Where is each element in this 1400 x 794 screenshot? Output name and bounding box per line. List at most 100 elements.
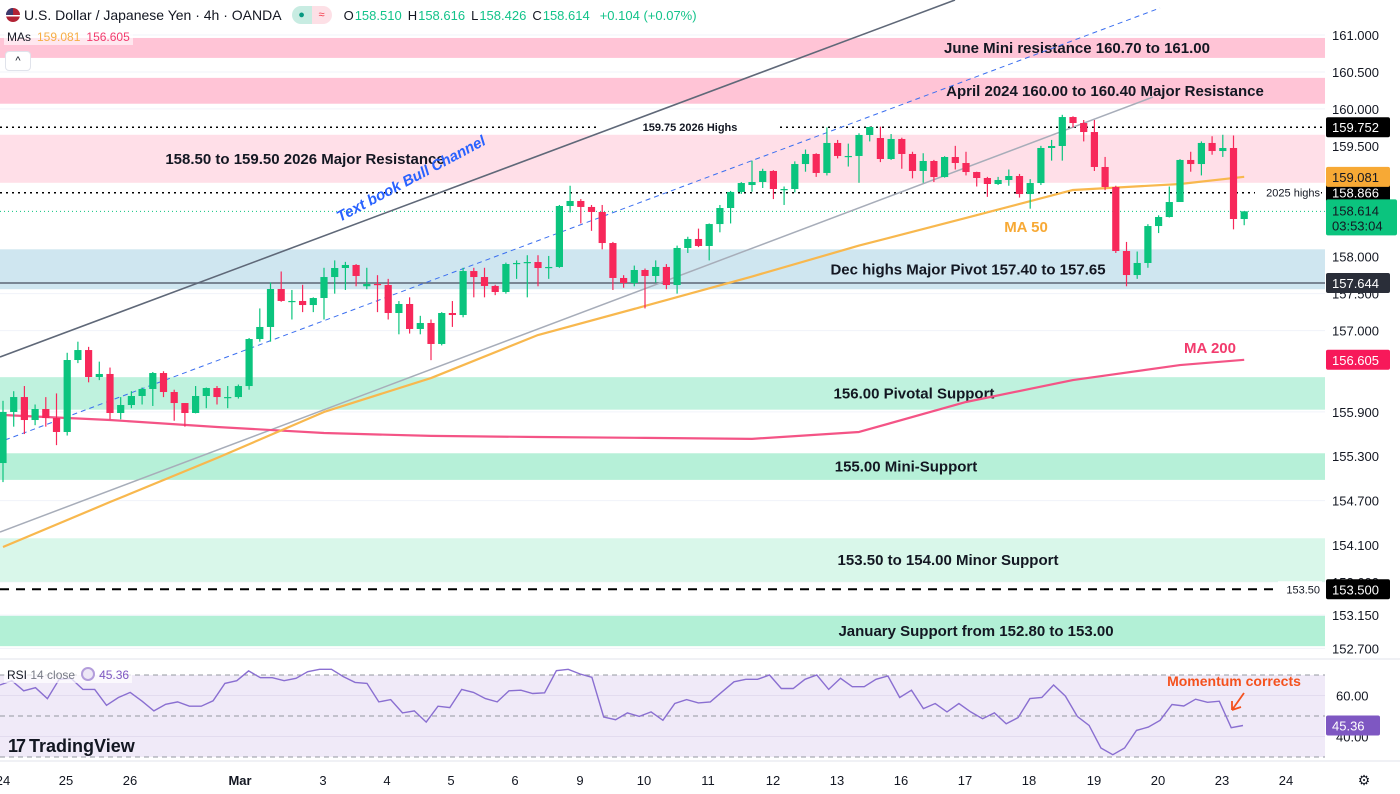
candle[interactable]: [791, 161, 799, 193]
candle[interactable]: [20, 386, 28, 435]
candle[interactable]: [74, 341, 82, 364]
candle[interactable]: [448, 301, 456, 327]
candle[interactable]: [266, 282, 275, 342]
candle[interactable]: [459, 267, 467, 318]
candle[interactable]: [609, 241, 617, 290]
candle[interactable]: [1015, 173, 1024, 198]
candle[interactable]: [1197, 141, 1205, 176]
channel-upper-line[interactable]: [0, 0, 956, 358]
candle[interactable]: [1090, 119, 1098, 171]
candle[interactable]: [534, 255, 542, 287]
candle[interactable]: [416, 315, 424, 335]
candle[interactable]: [887, 134, 895, 160]
candle[interactable]: [288, 289, 296, 320]
candle[interactable]: [1133, 251, 1141, 279]
candle[interactable]: [1026, 179, 1034, 209]
candle[interactable]: [341, 261, 349, 290]
candle[interactable]: [898, 137, 906, 169]
candle[interactable]: [598, 204, 606, 250]
candle[interactable]: [630, 265, 638, 287]
candle[interactable]: [202, 387, 210, 409]
candle[interactable]: [652, 260, 660, 283]
candle[interactable]: [245, 337, 253, 390]
candle[interactable]: [1176, 159, 1184, 203]
candle[interactable]: [256, 308, 264, 342]
candle[interactable]: [309, 297, 317, 313]
candle[interactable]: [555, 204, 563, 268]
candle[interactable]: [127, 391, 135, 409]
candle[interactable]: [331, 260, 339, 294]
candle[interactable]: [962, 151, 970, 176]
tradingview-logo[interactable]: 17 TradingView: [8, 736, 135, 757]
rsi-axis[interactable]: [1325, 660, 1400, 760]
candle[interactable]: [234, 384, 242, 399]
candle[interactable]: [1080, 119, 1088, 142]
candle[interactable]: [1048, 139, 1056, 161]
candle[interactable]: [1208, 136, 1216, 155]
candle[interactable]: [373, 275, 382, 313]
candle[interactable]: [801, 149, 810, 172]
candle[interactable]: [855, 133, 863, 183]
candle[interactable]: [908, 151, 917, 179]
rsi-line[interactable]: [0, 668, 1244, 756]
candle[interactable]: [684, 236, 692, 254]
candle[interactable]: [438, 312, 446, 346]
candle[interactable]: [0, 400, 7, 483]
candle[interactable]: [192, 386, 200, 414]
candle[interactable]: [994, 176, 1002, 186]
candle[interactable]: [502, 262, 510, 294]
candle[interactable]: [1037, 145, 1045, 186]
candle[interactable]: [395, 301, 403, 335]
channel-lower-line[interactable]: [0, 96, 1154, 533]
rsi-settings-icon[interactable]: [81, 667, 96, 681]
candle[interactable]: [1240, 211, 1248, 226]
rsi-legend[interactable]: RSI 14 close 45.36: [4, 666, 133, 683]
candle[interactable]: [587, 204, 596, 231]
candle[interactable]: [673, 245, 681, 294]
symbol-title[interactable]: U.S. Dollar / Japanese Yen · 4h · OANDA: [24, 7, 282, 23]
candle[interactable]: [52, 393, 61, 446]
candle[interactable]: [705, 223, 713, 261]
candle[interactable]: [1219, 134, 1227, 157]
candle[interactable]: [1069, 116, 1077, 128]
candle[interactable]: [470, 267, 478, 298]
candle[interactable]: [812, 153, 820, 177]
candle[interactable]: [1144, 224, 1152, 268]
candle[interactable]: [363, 267, 371, 290]
candle[interactable]: [106, 367, 114, 420]
candle[interactable]: [1155, 215, 1163, 234]
market-status-pill[interactable]: ● ≈: [291, 6, 332, 24]
candle[interactable]: [973, 171, 981, 187]
candle[interactable]: [941, 156, 949, 178]
candle[interactable]: [42, 397, 50, 427]
candle[interactable]: [1101, 156, 1109, 191]
collapse-legend-button[interactable]: ^: [5, 51, 31, 71]
candle[interactable]: [1112, 185, 1120, 254]
candle[interactable]: [1165, 186, 1173, 218]
candle[interactable]: [170, 389, 178, 421]
candle[interactable]: [1187, 151, 1195, 172]
settings-gear-icon[interactable]: ⚙: [1357, 772, 1371, 788]
ma200-line[interactable]: [2, 358, 1245, 440]
candle[interactable]: [513, 260, 521, 279]
candle[interactable]: [919, 153, 927, 183]
candle[interactable]: [780, 186, 788, 205]
channel-mid-line[interactable]: [4, 7, 1161, 441]
candle[interactable]: [834, 139, 842, 159]
candle[interactable]: [759, 168, 767, 188]
candle[interactable]: [1005, 169, 1013, 186]
candle[interactable]: [769, 170, 777, 200]
candle[interactable]: [577, 199, 585, 224]
candle[interactable]: [95, 361, 103, 381]
candle[interactable]: [523, 255, 531, 298]
candle[interactable]: [31, 404, 39, 426]
candle[interactable]: [620, 275, 628, 288]
candle[interactable]: [545, 255, 553, 279]
candle[interactable]: [384, 278, 392, 320]
candle[interactable]: [737, 182, 745, 194]
candle[interactable]: [1122, 241, 1131, 287]
candle[interactable]: [823, 127, 831, 176]
candle[interactable]: [662, 264, 670, 290]
candle[interactable]: [566, 185, 574, 213]
